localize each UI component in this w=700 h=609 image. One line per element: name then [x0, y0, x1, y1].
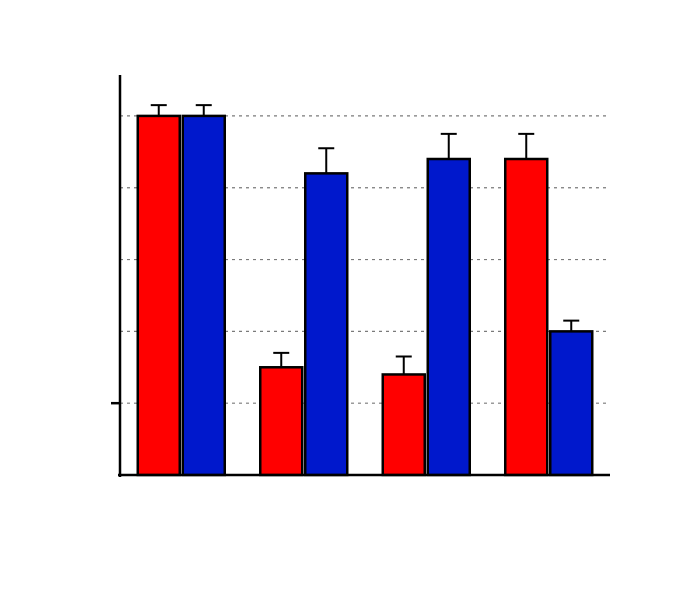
bar-efb — [550, 331, 592, 475]
bar-efb — [183, 116, 225, 475]
bar-efa — [138, 116, 180, 475]
bar-chart — [0, 0, 700, 609]
bar-efa — [260, 367, 302, 475]
bar-efb — [305, 173, 347, 475]
bar-efb — [428, 159, 470, 475]
bar-efa — [383, 374, 425, 475]
bar-efa — [505, 159, 547, 475]
